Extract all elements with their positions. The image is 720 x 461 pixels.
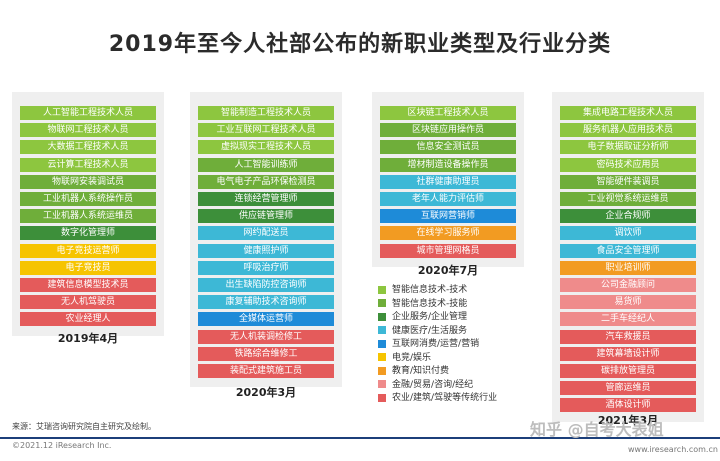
legend-label: 电竞/娱乐	[392, 352, 432, 363]
job-item: 区块链工程技术人员	[380, 106, 516, 120]
job-item: 电气电子产品环保检测员	[198, 175, 334, 189]
job-item: 建筑信息模型技术员	[20, 278, 156, 292]
job-item: 物联网工程技术人员	[20, 123, 156, 137]
job-item: 人工智能训练师	[198, 158, 334, 172]
column-4: 集成电路工程技术人员 服务机器人应用技术员 电子数据取证分析师 密码技术应用员 智能硬件…	[552, 92, 704, 422]
legend-item: 农业/建筑/驾驶等传统行业	[378, 392, 497, 404]
job-item: 无人机装调检修工	[198, 330, 334, 344]
job-item: 工业互联网工程技术人员	[198, 123, 334, 137]
job-item: 服务机器人应用技术员	[560, 123, 696, 137]
legend-label: 金融/贸易/咨询/经纪	[392, 379, 474, 390]
job-item: 酒体设计师	[560, 398, 696, 412]
source-note: 来源：艾瑞咨询研究院自主研究及绘制。	[12, 422, 156, 431]
job-item: 建筑幕墙设计师	[560, 347, 696, 361]
job-item: 数字化管理师	[20, 226, 156, 240]
job-item: 人工智能工程技术人员	[20, 106, 156, 120]
copyright: ©2021.12 iResearch Inc.	[12, 441, 112, 450]
job-item: 集成电路工程技术人员	[560, 106, 696, 120]
job-item: 电子竞技员	[20, 261, 156, 275]
job-item: 企业合规师	[560, 209, 696, 223]
legend-label: 教育/知识付费	[392, 366, 450, 376]
job-item: 信息安全测试员	[380, 140, 516, 154]
job-item: 老年人能力评估师	[380, 192, 516, 206]
legend-label: 健康医疗/生活服务	[392, 325, 468, 336]
legend-swatch	[378, 339, 386, 348]
legend-item: 金融/贸易/咨询/经纪	[378, 379, 473, 391]
column-date-label: 2020年3月	[235, 386, 297, 399]
legend-item: 互联网消费/运营/营销	[378, 338, 479, 350]
legend-item: 教育/知识付费	[378, 365, 449, 377]
legend-swatch	[378, 393, 386, 402]
legend-label: 互联网消费/运营/营销	[392, 339, 480, 349]
job-item: 社群健康助理员	[380, 175, 516, 189]
column-2: 智能制造工程技术人员 工业互联网工程技术人员 虚拟现实工程技术人员 人工智能训练师 电气…	[190, 92, 342, 387]
legend-item: 智能信息技术-技术	[378, 284, 467, 296]
legend: 智能信息技术-技术 智能信息技术-技能 企业服务/企业管理 健康医疗/生活服务互联网消…	[372, 282, 524, 410]
job-item: 智能硬件装调员	[560, 175, 696, 189]
job-item: 电子竞技运营师	[20, 244, 156, 258]
legend-swatch	[378, 326, 386, 334]
legend-swatch	[378, 353, 386, 361]
job-item: 在线学习服务师	[380, 226, 516, 240]
legend-item: 企业服务/企业管理	[378, 311, 467, 323]
column-date-label: 2019年4月	[57, 332, 119, 345]
job-item: 大数据工程技术人员	[20, 140, 156, 154]
legend-item: 智能信息技术-技能	[378, 298, 467, 310]
job-item: 农业经理人	[20, 312, 156, 326]
job-item: 虚拟现实工程技术人员	[198, 140, 334, 154]
job-item: 供应链管理师	[198, 209, 334, 223]
legend-item: 健康医疗/生活服务	[378, 325, 467, 337]
job-item: 全媒体运营师	[198, 312, 334, 326]
column-1: 人工智能工程技术人员 物联网工程技术人员 大数据工程技术人员 云计算工程技术人员 物联网…	[12, 92, 164, 336]
legend-label: 农业/建筑/驾驶等传统行业	[392, 393, 498, 403]
page-title: 2019年至今人社部公布的新职业类型及行业分类	[108, 32, 612, 57]
job-item: 无人机驾驶员	[20, 295, 156, 309]
job-item: 职业培训师	[560, 261, 696, 275]
legend-swatch	[378, 312, 386, 321]
job-item: 云计算工程技术人员	[20, 158, 156, 172]
job-item: 智能制造工程技术人员	[198, 106, 334, 120]
job-item: 网约配送员	[198, 226, 334, 240]
job-item: 呼吸治疗师	[198, 261, 334, 275]
legend-label: 智能信息技术-技能	[392, 298, 468, 309]
job-item: 碳排放管理员	[560, 364, 696, 378]
column-3: 区块链工程技术人员 区块链应用操作员 信息安全测试员 增材制造设备操作员 社群健康助理员…	[372, 92, 524, 267]
job-item: 密码技术应用员	[560, 158, 696, 172]
job-item: 电子数据取证分析师	[560, 140, 696, 154]
job-item: 康复辅助技术咨询师	[198, 295, 334, 309]
legend-label: 智能信息技术-技术	[392, 285, 468, 295]
legend-swatch	[378, 285, 386, 294]
job-item: 出生缺陷防控咨询师	[198, 278, 334, 292]
column-date-label: 2020年7月	[417, 264, 479, 277]
job-item: 互联网营销师	[380, 209, 516, 223]
job-item: 公司金融顾问	[560, 278, 696, 292]
job-item: 汽车救援员	[560, 330, 696, 344]
job-item: 二手车经纪人	[560, 312, 696, 326]
job-item: 装配式建筑施工员	[198, 364, 334, 378]
legend-swatch	[378, 299, 386, 307]
legend-swatch	[378, 380, 386, 388]
job-item: 健康照护师	[198, 244, 334, 258]
job-item: 调饮师	[560, 226, 696, 240]
legend-swatch	[378, 366, 386, 375]
job-item: 工业机器人系统操作员	[20, 192, 156, 206]
job-item: 增材制造设备操作员	[380, 158, 516, 172]
footer-divider	[0, 437, 720, 439]
job-item: 食品安全管理师	[560, 244, 696, 258]
site-url: www.iresearch.com.cn	[628, 445, 718, 454]
watermark: 知乎 @自考大表姐	[530, 420, 664, 439]
legend-label: 企业服务/企业管理	[392, 312, 468, 322]
job-item: 铁路综合维修工	[198, 347, 334, 361]
job-item: 城市管理网格员	[380, 244, 516, 258]
column-date-label: 2021年3月	[597, 414, 659, 427]
job-item: 物联网安装调试员	[20, 175, 156, 189]
legend-item: 电竞/娱乐	[378, 352, 431, 364]
job-item: 工业视觉系统运维员	[560, 192, 696, 206]
job-item: 易货师	[560, 295, 696, 309]
job-item: 管廊运维员	[560, 381, 696, 395]
job-item: 工业机器人系统运维员	[20, 209, 156, 223]
job-item: 区块链应用操作员	[380, 123, 516, 137]
job-item: 连锁经营管理师	[198, 192, 334, 206]
